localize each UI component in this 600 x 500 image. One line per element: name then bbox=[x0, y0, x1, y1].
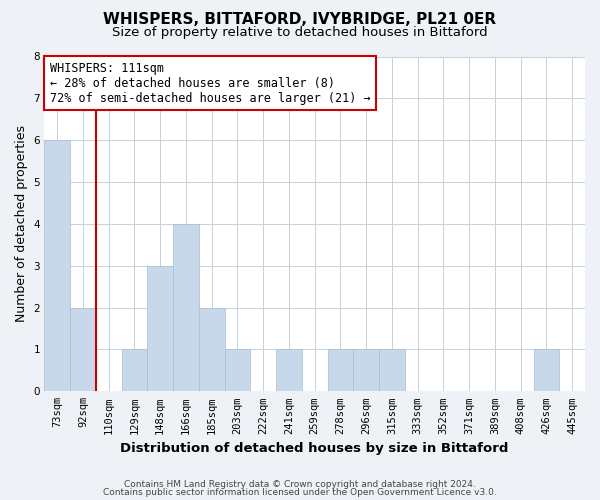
Text: Contains HM Land Registry data © Crown copyright and database right 2024.: Contains HM Land Registry data © Crown c… bbox=[124, 480, 476, 489]
Bar bbox=[44, 140, 70, 392]
Bar bbox=[148, 266, 173, 392]
Bar bbox=[199, 308, 224, 392]
X-axis label: Distribution of detached houses by size in Bittaford: Distribution of detached houses by size … bbox=[121, 442, 509, 455]
Text: Contains public sector information licensed under the Open Government Licence v3: Contains public sector information licen… bbox=[103, 488, 497, 497]
Bar bbox=[173, 224, 199, 392]
Bar bbox=[70, 308, 96, 392]
Text: WHISPERS: 111sqm
← 28% of detached houses are smaller (8)
72% of semi-detached h: WHISPERS: 111sqm ← 28% of detached house… bbox=[50, 62, 370, 104]
Bar bbox=[122, 350, 148, 392]
Text: Size of property relative to detached houses in Bittaford: Size of property relative to detached ho… bbox=[112, 26, 488, 39]
Bar bbox=[328, 350, 353, 392]
Bar bbox=[224, 350, 250, 392]
Text: WHISPERS, BITTAFORD, IVYBRIDGE, PL21 0ER: WHISPERS, BITTAFORD, IVYBRIDGE, PL21 0ER bbox=[103, 12, 497, 28]
Bar bbox=[533, 350, 559, 392]
Bar bbox=[379, 350, 405, 392]
Bar bbox=[276, 350, 302, 392]
Y-axis label: Number of detached properties: Number of detached properties bbox=[15, 126, 28, 322]
Bar bbox=[353, 350, 379, 392]
